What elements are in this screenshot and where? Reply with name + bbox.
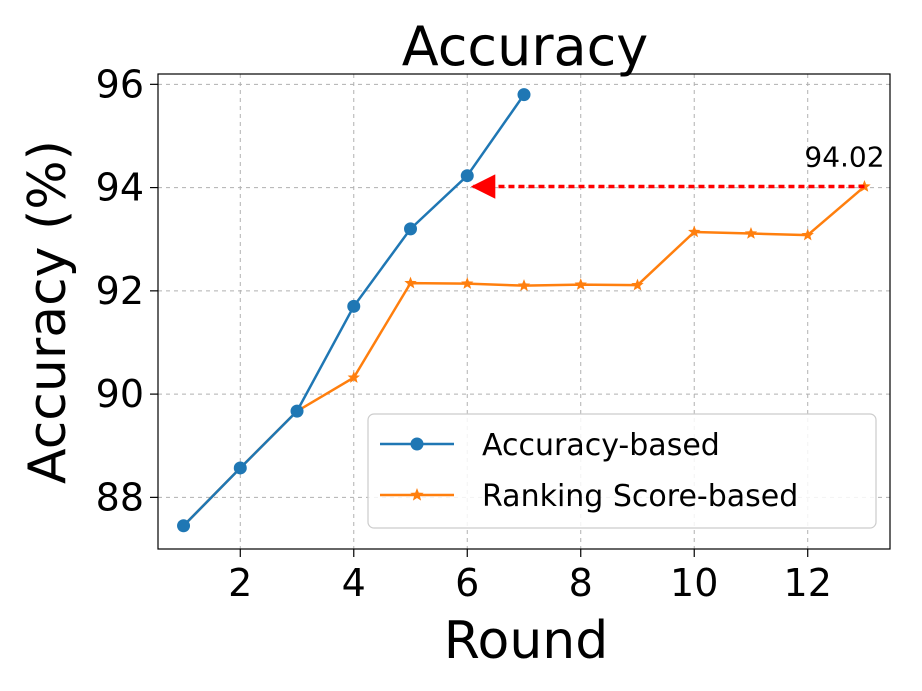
x-tick-label: 6 (455, 561, 479, 605)
x-axis-label: Round (444, 611, 609, 671)
series-group (177, 88, 871, 533)
x-tick-label: 12 (784, 561, 832, 605)
data-point-ranking (688, 225, 701, 238)
data-point-accuracy (404, 222, 418, 236)
x-tick-label: 8 (569, 561, 593, 605)
y-tick-label: 92 (96, 269, 144, 313)
annotation-label: 94.02 (804, 141, 884, 174)
y-axis-label: Accuracy (%) (18, 140, 78, 484)
x-tick-label: 2 (228, 561, 252, 605)
data-point-accuracy (517, 88, 531, 102)
data-point-ranking (631, 278, 644, 291)
data-point-ranking (574, 278, 587, 290)
y-tick-label: 94 (96, 166, 144, 210)
axis-ticks: 2 4 6 8 10 12 88 90 92 94 96 (96, 62, 832, 605)
data-point-accuracy (177, 519, 191, 533)
data-point-ranking (404, 276, 417, 289)
y-tick-label: 96 (96, 62, 144, 106)
annotation-group: 94.02 (470, 141, 885, 199)
data-point-ranking (744, 227, 758, 239)
legend: Accuracy-based Ranking Score-based (367, 413, 877, 529)
plot-frame (157, 73, 891, 550)
legend-marker-ranking (410, 488, 424, 501)
x-tick-label: 10 (670, 561, 718, 605)
data-point-ranking (347, 371, 360, 383)
data-point-accuracy (347, 299, 361, 313)
y-tick-label: 90 (96, 372, 144, 416)
data-point-ranking (461, 277, 474, 289)
x-tick-label: 4 (342, 561, 366, 605)
data-point-accuracy (233, 461, 247, 475)
legend-label-ranking: Ranking Score-based (482, 479, 798, 514)
data-point-accuracy (290, 404, 304, 418)
chart-title: Accuracy (402, 15, 649, 78)
legend-box (367, 413, 877, 529)
data-point-ranking (801, 228, 814, 241)
legend-marker-accuracy (410, 437, 424, 451)
y-tick-label: 88 (96, 475, 144, 519)
legend-label-accuracy: Accuracy-based (482, 428, 720, 463)
data-point-accuracy (460, 169, 474, 183)
data-point-ranking (517, 279, 531, 291)
